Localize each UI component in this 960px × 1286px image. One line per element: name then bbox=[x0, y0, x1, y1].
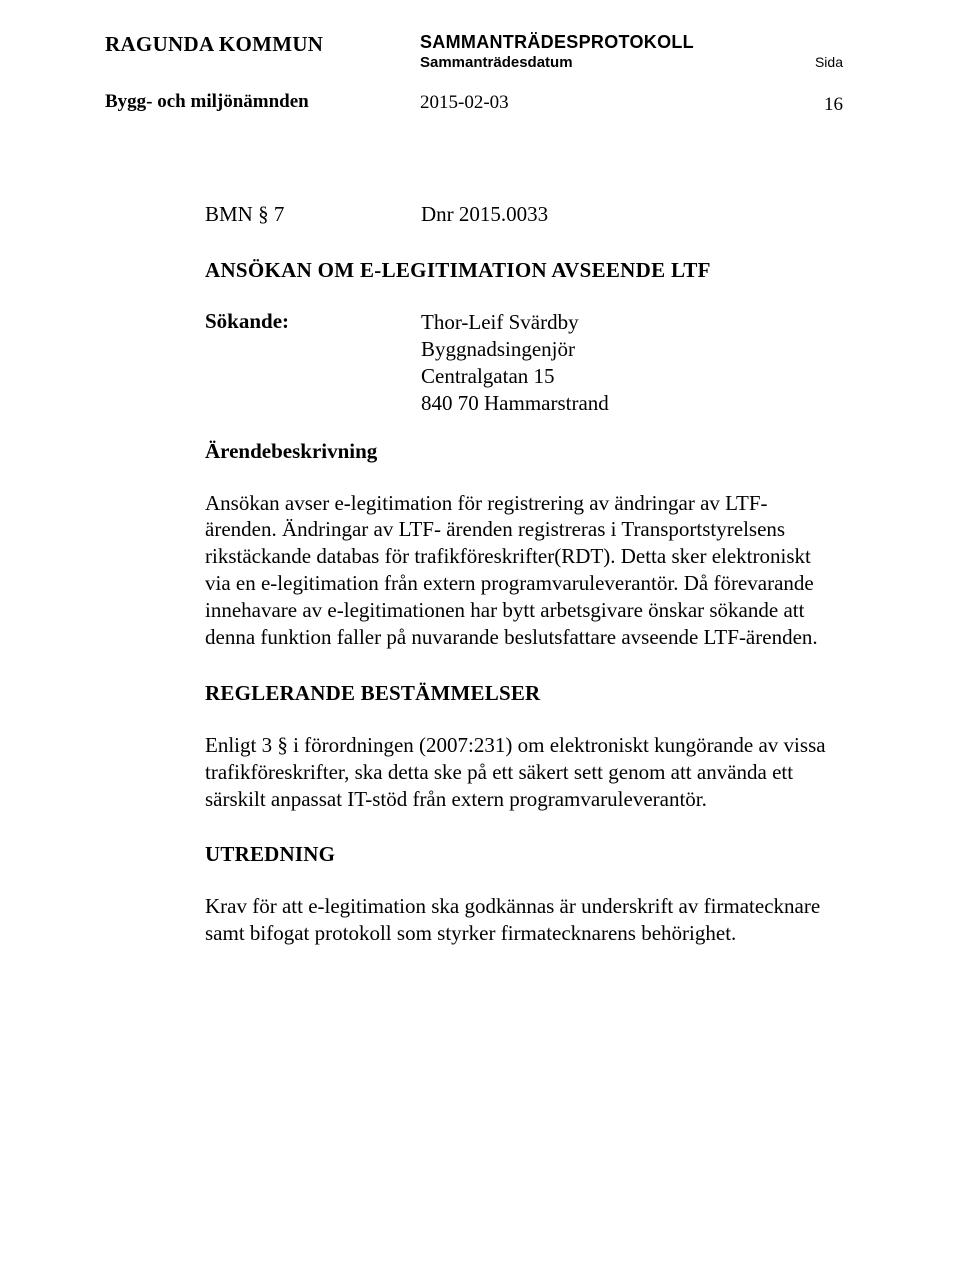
header-date: 2015-02-03 bbox=[420, 92, 509, 114]
description-text: Ansökan avser e-legitimation för registr… bbox=[205, 490, 835, 651]
page-header: RAGUNDA KOMMUN Bygg- och miljönämnden SA… bbox=[105, 32, 855, 142]
header-committee: Bygg- och miljönämnden bbox=[105, 91, 309, 113]
header-date-label: Sammanträdesdatum bbox=[420, 54, 573, 71]
rules-text: Enligt 3 § i förordningen (2007:231) om … bbox=[205, 732, 835, 813]
reference-bmn: BMN § 7 bbox=[205, 202, 284, 227]
header-org: RAGUNDA KOMMUN bbox=[105, 32, 323, 57]
utredning-text: Krav för att e-legitimation ska godkänna… bbox=[205, 893, 835, 947]
reference-row: BMN § 7 Dnr 2015.0033 bbox=[205, 202, 835, 230]
description-heading: Ärendebeskrivning bbox=[205, 439, 835, 464]
header-page-number: 16 bbox=[824, 94, 843, 116]
applicant-name: Thor-Leif Svärdby bbox=[421, 309, 835, 336]
applicant-city: 840 70 Hammarstrand bbox=[421, 390, 835, 417]
reference-dnr: Dnr 2015.0033 bbox=[421, 202, 548, 227]
header-protocol: SAMMANTRÄDESPROTOKOLL bbox=[420, 32, 694, 53]
document-title: ANSÖKAN OM E-LEGITIMATION AVSEENDE LTF bbox=[205, 258, 835, 283]
applicant-block: Sökande: Thor-Leif Svärdby Byggnadsingen… bbox=[205, 309, 835, 417]
utredning-heading: UTREDNING bbox=[205, 842, 835, 867]
applicant-role: Byggnadsingenjör bbox=[421, 336, 835, 363]
applicant-value: Thor-Leif Svärdby Byggnadsingenjör Centr… bbox=[421, 309, 835, 417]
applicant-label: Sökande: bbox=[205, 309, 289, 334]
header-sida-label: Sida bbox=[815, 54, 843, 70]
rules-heading: REGLERANDE BESTÄMMELSER bbox=[205, 681, 835, 706]
applicant-street: Centralgatan 15 bbox=[421, 363, 835, 390]
page: RAGUNDA KOMMUN Bygg- och miljönämnden SA… bbox=[0, 0, 960, 1286]
document-body: BMN § 7 Dnr 2015.0033 ANSÖKAN OM E-LEGIT… bbox=[105, 202, 855, 947]
